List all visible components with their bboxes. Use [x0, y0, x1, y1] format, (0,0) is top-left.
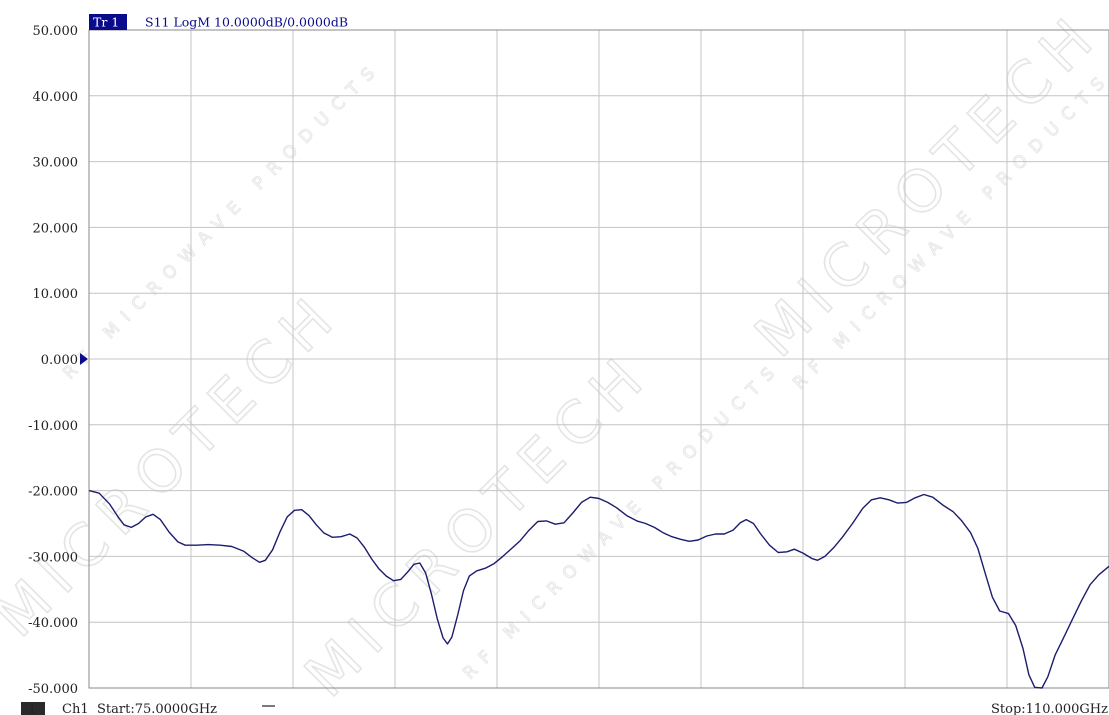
y-tick-label: 40.000 [33, 90, 79, 105]
channel-number[interactable]: 1 [28, 702, 36, 715]
start-frequency-label[interactable]: Start:75.0000GHz [97, 702, 217, 715]
trace-tag-box[interactable] [89, 14, 127, 30]
reference-level-marker[interactable] [80, 353, 88, 365]
plot-frame [88, 29, 1109, 689]
y-axis-tick-labels: 50.000 40.000 30.000 20.000 10.000 0.000 -10.0… [28, 24, 78, 697]
watermark-text-right: MICROTECH [742, 0, 1109, 370]
y-tick-label: -30.000 [28, 550, 78, 565]
channel-label: Ch1 [62, 702, 89, 715]
y-tick-label: -10.000 [28, 419, 78, 434]
trace-tag[interactable]: Tr 1 [93, 15, 119, 30]
s11-trace-line [88, 489, 1109, 689]
y-tick-label: -50.000 [28, 682, 78, 697]
trace-info[interactable]: S11 LogM 10.0000dB/0.0000dB [145, 15, 348, 30]
watermark-text-left: MICROTECH [0, 278, 354, 650]
y-tick-label: 0.000 [41, 353, 78, 368]
y-tick-label: 50.000 [33, 24, 79, 39]
y-tick-label: 10.000 [33, 287, 79, 302]
y-tick-label: 30.000 [33, 156, 79, 171]
stop-frequency-label[interactable]: Stop:110.000GHz [991, 702, 1108, 715]
channel-number-box[interactable] [21, 702, 45, 715]
y-tick-label: 20.000 [33, 221, 79, 236]
y-tick-label: -20.000 [28, 485, 78, 500]
y-tick-label: -40.000 [28, 616, 78, 631]
plot-grid [89, 30, 1109, 688]
